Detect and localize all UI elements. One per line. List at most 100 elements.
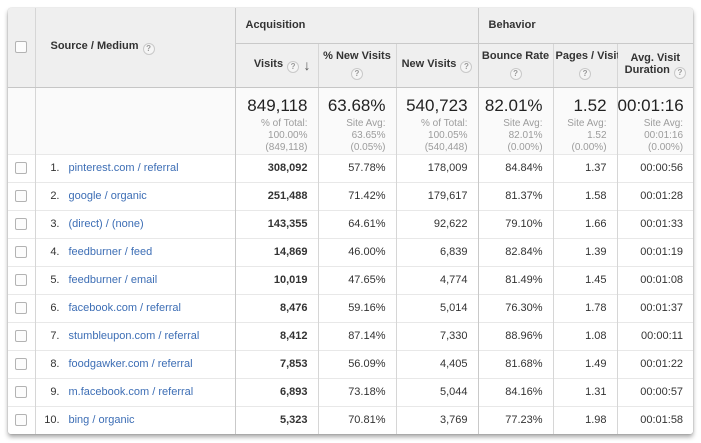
pages-per-visit-total-subline: Site Avg:	[567, 117, 607, 129]
new-visits-total: 540,723	[406, 95, 468, 115]
pct-new-visits-value: 56.09%	[317, 349, 396, 378]
new-visits-total-subline: % of Total:	[421, 117, 468, 129]
new-visits-total-subline: 100.05%	[428, 129, 468, 141]
pages-per-visit-total-subline: 1.52 (0.00%)	[571, 129, 607, 153]
pct-new-visits-value: 57.78%	[317, 153, 396, 182]
pages-per-visit-header-label: Pages / Visit	[555, 50, 621, 62]
table-row: 8. foodgawker.com / referral 7,853 56.09%…	[8, 349, 693, 378]
pages-per-visit-column-header[interactable]: Pages / Visit ?	[552, 43, 620, 88]
visits-column-header[interactable]: Visits? ↓	[234, 43, 318, 88]
visits-value: 143,355	[234, 209, 318, 238]
acquisition-group-header: Acquisition	[234, 8, 479, 44]
visits-value: 8,476	[234, 293, 318, 322]
avg-visit-duration-value: 00:01:22	[616, 349, 693, 378]
help-icon[interactable]: ?	[509, 68, 522, 80]
row-checkbox[interactable]	[15, 386, 28, 399]
avg-visit-duration-value: 00:00:56	[616, 153, 693, 182]
bounce-rate-column-header[interactable]: Bounce Rate ?	[477, 43, 554, 88]
avg-visit-duration-value: 00:00:57	[616, 377, 693, 406]
source-medium-link[interactable]: feedburner / feed	[68, 246, 153, 258]
pages-per-visit-value: 1.78	[552, 293, 618, 322]
source-medium-link[interactable]: pinterest.com / referral	[68, 162, 179, 174]
row-number: 10.	[44, 414, 60, 427]
avg-visit-duration-header-label: Avg. Visit Duration	[624, 51, 681, 76]
row-checkbox[interactable]	[15, 302, 28, 315]
bounce-rate-value: 81.37%	[477, 181, 554, 210]
bounce-rate-value: 77.23%	[477, 405, 554, 434]
acquisition-label: Acquisition	[245, 19, 306, 32]
pct-new-visits-value: 59.16%	[317, 293, 396, 322]
source-medium-link[interactable]: m.facebook.com / referral	[68, 386, 194, 398]
avg-visit-duration-value: 00:01:28	[616, 181, 693, 210]
avg-visit-duration-value: 00:01:19	[616, 237, 693, 266]
visits-value: 7,853	[234, 349, 318, 378]
table-row: 9. m.facebook.com / referral 6,893 73.18%…	[8, 377, 693, 406]
bounce-rate-total-subline: (0.00%)	[507, 141, 543, 153]
row-number: 8.	[50, 358, 60, 370]
help-icon[interactable]: ?	[460, 60, 473, 73]
row-checkbox[interactable]	[15, 330, 28, 343]
avg-visit-duration-value: 00:01:33	[616, 209, 693, 238]
help-icon[interactable]: ?	[351, 68, 363, 80]
pages-per-visit-value: 1.49	[552, 349, 618, 378]
avg-visit-duration-value: 00:01:08	[616, 265, 693, 294]
pct-new-visits-value: 71.42%	[317, 181, 396, 210]
row-number: 5.	[50, 274, 60, 286]
avg-visit-duration-value: 00:01:58	[616, 405, 693, 434]
row-checkbox[interactable]	[15, 358, 28, 371]
row-checkbox[interactable]	[15, 414, 28, 427]
behavior-group-header: Behavior	[477, 8, 693, 44]
row-number: 7.	[50, 330, 60, 342]
pages-per-visit-value: 1.58	[552, 181, 618, 210]
row-checkbox[interactable]	[15, 274, 28, 287]
source-medium-link[interactable]: stumbleupon.com / referral	[68, 330, 200, 342]
visits-value: 8,412	[234, 321, 318, 350]
source-medium-link[interactable]: (direct) / (none)	[68, 218, 144, 230]
new-visits-total-subline: (540,448)	[424, 141, 468, 153]
bounce-rate-value: 76.30%	[477, 293, 554, 322]
visits-value: 14,869	[234, 237, 318, 266]
new-visits-header-label: New Visits	[401, 57, 457, 70]
table-row: 7. stumbleupon.com / referral 8,412 87.14…	[8, 321, 693, 350]
new-visits-value: 4,405	[395, 349, 479, 378]
row-number: 9.	[50, 386, 60, 398]
bounce-rate-value: 84.16%	[477, 377, 554, 406]
help-icon[interactable]: ?	[673, 66, 686, 79]
row-checkbox[interactable]	[15, 218, 28, 231]
row-checkbox[interactable]	[15, 162, 28, 175]
pct-new-visits-total-subline: (0.05%)	[350, 141, 386, 153]
help-icon[interactable]: ?	[142, 42, 155, 55]
row-checkbox[interactable]	[15, 190, 28, 203]
table-row: 3. (direct) / (none) 143,355 64.61% 92,62…	[8, 209, 693, 238]
bounce-rate-total: 82.01%	[484, 95, 543, 115]
sort-descending-icon[interactable]: ↓	[303, 57, 311, 73]
source-medium-link[interactable]: facebook.com / referral	[68, 302, 182, 314]
table-row: 10. bing / organic 5,323 70.81% 3,769 77.…	[8, 405, 693, 434]
table-row: 6. facebook.com / referral 8,476 59.16% 5…	[8, 293, 693, 322]
visits-value: 251,488	[234, 181, 318, 210]
avg-visit-duration-column-header[interactable]: Avg. Visit Duration?	[616, 43, 693, 88]
source-medium-link[interactable]: bing / organic	[68, 414, 135, 427]
row-number: 1.	[50, 162, 60, 174]
pct-new-visits-column-header[interactable]: % New Visits ?	[317, 43, 396, 88]
summary-empty-cell	[8, 87, 35, 154]
new-visits-value: 179,617	[395, 181, 479, 210]
help-icon[interactable]: ?	[287, 60, 300, 73]
visits-header-label: Visits	[253, 57, 284, 70]
pct-new-visits-value: 87.14%	[317, 321, 396, 350]
source-medium-link[interactable]: foodgawker.com / referral	[68, 358, 193, 370]
row-checkbox[interactable]	[15, 246, 28, 259]
select-all-checkbox[interactable]	[15, 41, 28, 54]
pct-new-visits-total-subline: Site Avg:	[346, 117, 386, 129]
pct-new-visits-value: 64.61%	[317, 209, 396, 238]
source-medium-link[interactable]: google / organic	[68, 190, 147, 202]
new-visits-column-header[interactable]: New Visits?	[395, 43, 479, 88]
avg-visit-duration-total: 00:01:16	[617, 95, 684, 115]
source-medium-link[interactable]: feedburner / email	[68, 274, 158, 286]
help-icon[interactable]: ?	[579, 68, 592, 80]
row-number: 2.	[50, 190, 60, 202]
visits-value: 308,092	[234, 153, 318, 182]
avg-visit-duration-total-subline: (0.00%)	[648, 141, 684, 153]
bounce-rate-total-subline: Site Avg:	[503, 117, 543, 129]
avg-visit-duration-total-subline: Site Avg:	[643, 117, 684, 129]
